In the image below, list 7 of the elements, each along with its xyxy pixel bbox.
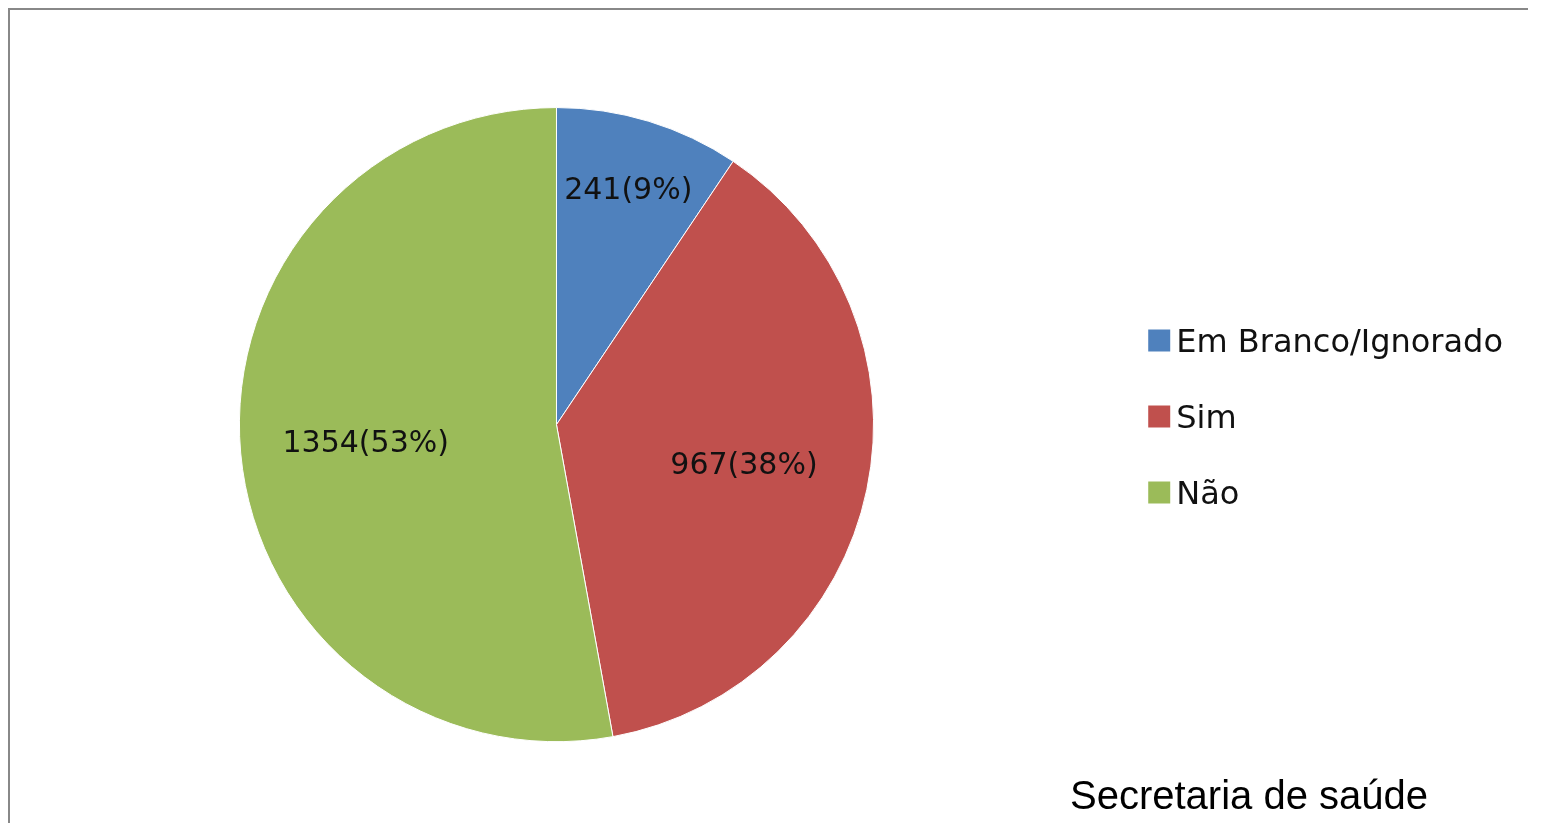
text: Secretaria de saúde: [1069, 773, 1429, 817]
legend-label: Em Branco/Ignorado: [1176, 321, 1503, 360]
legend-label: Não: [1176, 473, 1240, 512]
data-label: 1354(53%): [282, 424, 449, 460]
data-label: 967(38%): [670, 446, 818, 482]
data-label: 241(9%): [564, 171, 693, 207]
legend-label: Sim: [1176, 397, 1237, 436]
